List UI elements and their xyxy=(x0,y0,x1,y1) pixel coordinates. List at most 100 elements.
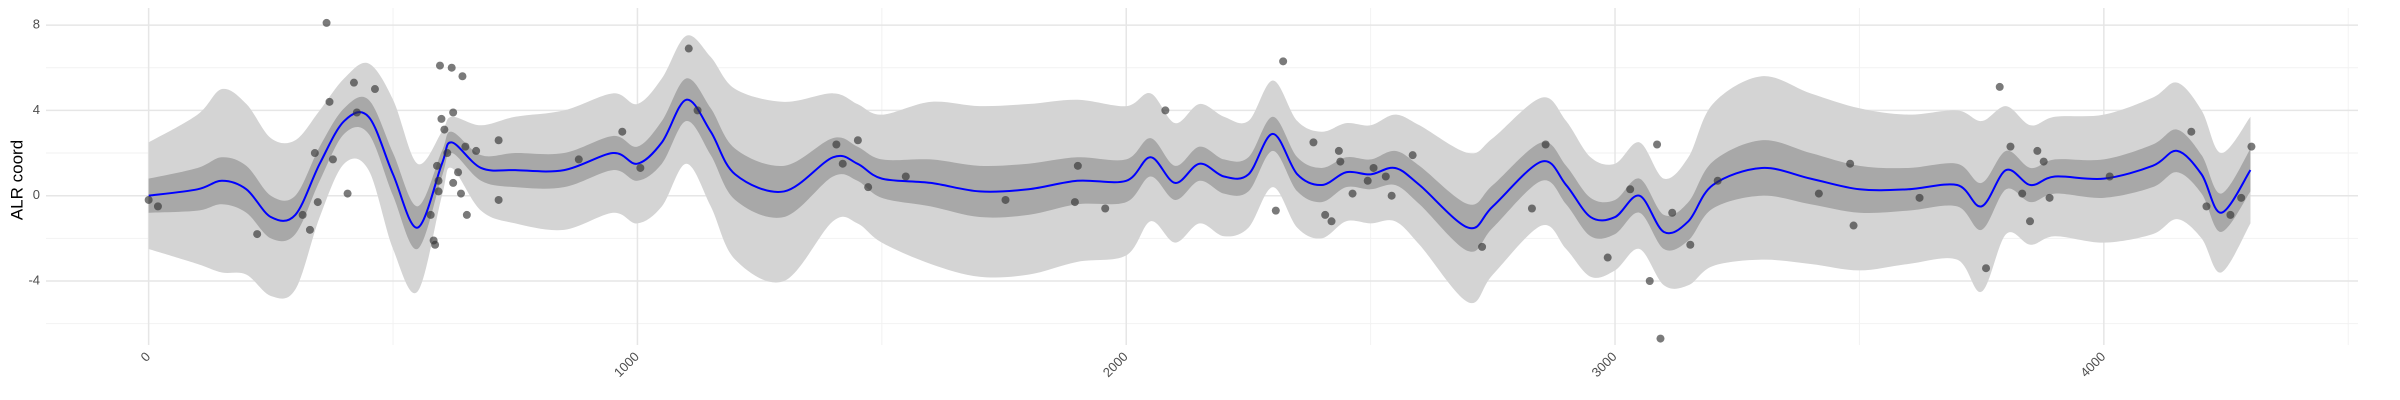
point xyxy=(2105,172,2114,181)
point xyxy=(901,172,910,181)
point xyxy=(1271,206,1280,215)
point xyxy=(494,136,503,145)
point xyxy=(325,97,334,106)
point xyxy=(864,183,873,192)
point xyxy=(153,202,162,211)
point xyxy=(447,63,456,72)
point xyxy=(832,140,841,149)
x-tick-label: 4000 xyxy=(2077,349,2108,380)
point xyxy=(1713,176,1722,185)
y-axis-label: ALR coord xyxy=(7,140,26,220)
y-tick-label: 8 xyxy=(33,17,40,32)
point xyxy=(1656,334,1665,343)
point xyxy=(2033,146,2042,155)
point xyxy=(1279,57,1288,66)
point xyxy=(310,149,319,158)
point xyxy=(1336,157,1345,166)
point xyxy=(1001,195,1010,204)
point xyxy=(1369,163,1378,172)
point xyxy=(443,149,452,158)
point xyxy=(1527,204,1536,213)
point xyxy=(618,127,627,136)
point xyxy=(1334,146,1343,155)
point xyxy=(434,187,443,196)
point xyxy=(636,163,645,172)
point xyxy=(253,230,262,239)
y-tick-label: -4 xyxy=(28,272,40,287)
point xyxy=(433,161,442,170)
band xyxy=(148,78,2251,252)
point xyxy=(2226,210,2235,219)
point xyxy=(2045,193,2054,202)
point xyxy=(462,210,471,219)
point xyxy=(431,240,440,249)
point xyxy=(298,210,307,219)
point xyxy=(1381,172,1390,181)
point xyxy=(1915,193,1924,202)
point xyxy=(349,78,358,87)
point xyxy=(1161,106,1170,115)
point xyxy=(2026,217,2035,226)
y-tick-label: 0 xyxy=(33,187,40,202)
mean-line xyxy=(148,98,2252,235)
point xyxy=(456,189,465,198)
point xyxy=(426,210,435,219)
point xyxy=(1668,208,1677,217)
point xyxy=(434,176,443,185)
point xyxy=(574,155,583,164)
point xyxy=(472,146,481,155)
point xyxy=(1846,159,1855,168)
point xyxy=(1849,221,1858,230)
point xyxy=(1814,189,1823,198)
point xyxy=(1982,264,1991,273)
point xyxy=(1070,198,1079,207)
point xyxy=(343,189,352,198)
point xyxy=(458,72,467,81)
point xyxy=(494,195,503,204)
point xyxy=(305,225,314,234)
point xyxy=(1101,204,1110,213)
point xyxy=(1321,210,1330,219)
point xyxy=(684,44,693,53)
point xyxy=(838,159,847,168)
point xyxy=(2018,189,2027,198)
point xyxy=(454,168,463,177)
point xyxy=(1348,189,1357,198)
point xyxy=(2006,142,2015,151)
point xyxy=(1541,140,1550,149)
point xyxy=(435,61,444,70)
point xyxy=(1626,185,1635,194)
point xyxy=(693,106,702,115)
x-tick-label: 2000 xyxy=(1100,349,1131,380)
point xyxy=(2187,127,2196,136)
x-tick-label: 0 xyxy=(137,349,153,365)
point xyxy=(461,142,470,151)
point xyxy=(449,178,458,187)
point xyxy=(1408,151,1417,160)
point xyxy=(328,155,337,164)
point xyxy=(1686,240,1695,249)
point xyxy=(1387,191,1396,200)
point xyxy=(313,198,322,207)
point xyxy=(1995,82,2004,91)
point xyxy=(1478,242,1487,251)
point xyxy=(2237,193,2246,202)
point xyxy=(437,114,446,123)
point xyxy=(1653,140,1662,149)
x-tick-label: 3000 xyxy=(1589,349,1620,380)
point xyxy=(144,195,153,204)
point xyxy=(2202,202,2211,211)
point xyxy=(440,125,449,134)
point xyxy=(1309,138,1318,147)
point xyxy=(853,136,862,145)
point xyxy=(449,108,458,117)
point xyxy=(2039,157,2048,166)
point xyxy=(1645,277,1654,286)
point xyxy=(1073,161,1082,170)
x-tick-label: 1000 xyxy=(611,349,642,380)
point xyxy=(2247,142,2256,151)
point xyxy=(1603,253,1612,262)
point xyxy=(370,85,379,94)
